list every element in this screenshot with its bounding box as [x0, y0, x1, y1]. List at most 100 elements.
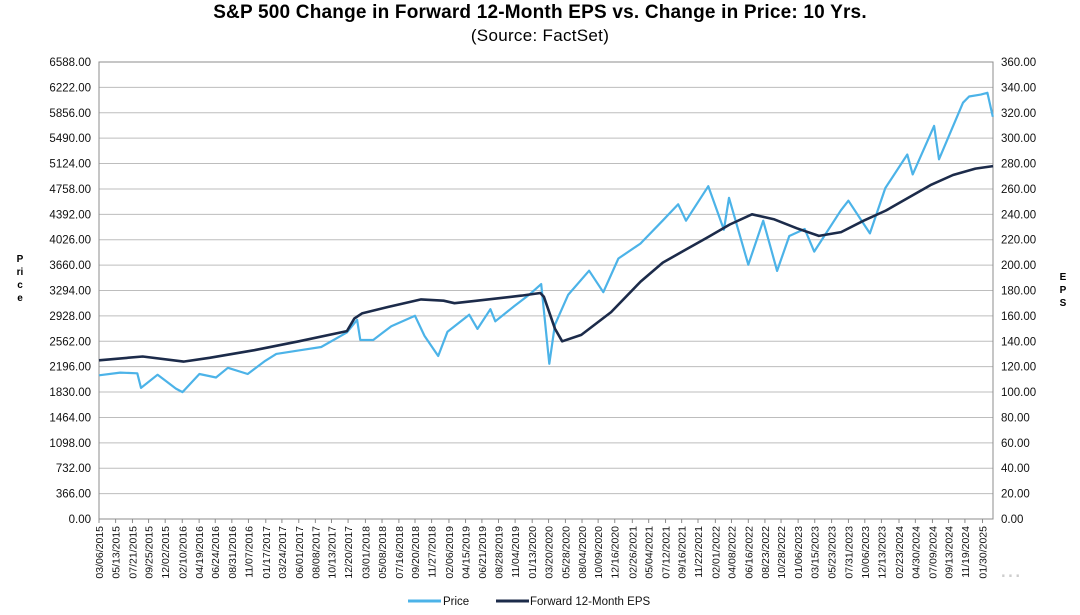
x-tick-label: 09/16/2021: [677, 526, 689, 579]
x-tick-label: 01/17/2017: [261, 526, 273, 579]
chart-title: S&P 500 Change in Forward 12-Month EPS v…: [213, 2, 867, 23]
x-tick-label: 01/30/2025: [977, 526, 989, 579]
y-right-tick-label: 260.00: [1001, 184, 1036, 196]
x-tick-label: 07/31/2023: [843, 526, 855, 579]
x-tick-label: 06/01/2017: [294, 526, 306, 579]
x-tick-label: 09/13/2024: [944, 526, 956, 579]
x-tick-label: 03/24/2017: [277, 526, 289, 579]
x-tick-label: 05/04/2021: [644, 526, 656, 579]
x-tick-label: 04/30/2024: [910, 526, 922, 579]
y-right-tick-label: 80.00: [1001, 412, 1030, 424]
x-tick-label: 10/09/2020: [593, 526, 605, 579]
y-right-tick-label: 180.00: [1001, 286, 1036, 298]
y-right-tick-label: 60.00: [1001, 438, 1030, 450]
series-line-forward-12-month-eps: [98, 164, 994, 363]
y-right-tick-label: 280.00: [1001, 159, 1036, 171]
chart-subtitle: (Source: FactSet): [470, 26, 610, 45]
y-right-tick-label: 320.00: [1001, 108, 1036, 120]
y-left-tick-label: 1098.00: [49, 438, 91, 450]
y-right-tick-label: 300.00: [1001, 133, 1036, 145]
x-tick-label: 03/01/2018: [360, 526, 372, 579]
x-tick-label: 02/23/2024: [894, 526, 906, 579]
legend-label: Price: [443, 596, 469, 608]
y-right-tick-label: 200.00: [1001, 260, 1036, 272]
y-left-tick-label: 4026.00: [49, 235, 91, 247]
y-right-tick-label: 40.00: [1001, 463, 1030, 475]
x-tick-label: 04/19/2016: [194, 526, 206, 579]
x-tick-label: 08/23/2022: [760, 526, 772, 579]
y-right-tick-label: 120.00: [1001, 362, 1036, 374]
y-left-tick-label: 366.00: [56, 489, 91, 501]
x-tick-label: 06/21/2019: [477, 526, 489, 579]
x-tick-label: 11/27/2018: [427, 526, 439, 578]
y-left-tick-label: 2928.00: [49, 311, 91, 323]
x-tick-label: 06/16/2022: [743, 526, 755, 579]
x-tick-label: 10/28/2022: [776, 526, 788, 579]
y-left-tick-label: 0.00: [69, 514, 91, 526]
y-left-tick-label: 6588.00: [49, 57, 91, 69]
watermark: ...: [1000, 556, 1022, 583]
x-tick-label: 09/25/2015: [144, 526, 156, 579]
x-tick-label: 11/19/2024: [960, 526, 972, 578]
y-left-tick-label: 2196.00: [49, 362, 91, 374]
x-tick-label: 06/24/2016: [210, 526, 222, 579]
y-right-tick-label: 160.00: [1001, 311, 1036, 323]
x-tick-label: 12/16/2020: [610, 526, 622, 579]
y-right-tick-label: 360.00: [1001, 57, 1036, 69]
x-tick-label: 10/06/2023: [860, 526, 872, 579]
x-tick-label: 12/02/2015: [160, 526, 172, 579]
x-tick-label: 10/13/2017: [326, 526, 338, 579]
x-tick-label: 11/07/2016: [243, 526, 255, 578]
y-left-tick-label: 4758.00: [49, 184, 91, 196]
y-right-tick-label: 140.00: [1001, 336, 1036, 348]
y-left-tick-label: 3294.00: [49, 286, 91, 298]
x-tick-label: 07/09/2024: [927, 526, 939, 579]
plot-area-frame: [98, 61, 994, 520]
y-left-tick-label: 1830.00: [49, 387, 91, 399]
y-axis-left-ticks: 0.00 366.00 732.00 1098.00 1464.00 1830.00 219…: [49, 57, 91, 526]
y-left-tick-label: 3660.00: [49, 260, 91, 272]
x-tick-label: 03/15/2023: [810, 526, 822, 579]
x-tick-label: 08/08/2017: [310, 526, 322, 579]
x-tick-label: 08/28/2019: [494, 526, 506, 579]
x-tick-label: 05/28/2020: [560, 526, 572, 579]
y-right-tick-label: 220.00: [1001, 235, 1036, 247]
x-tick-label: 11/22/2021: [693, 526, 705, 578]
y-left-tick-label: 2562.00: [49, 336, 91, 348]
y-axis-left-title: Price: [16, 254, 24, 304]
x-tick-label: 02/01/2022: [710, 526, 722, 579]
x-tick-label: 01/06/2023: [793, 526, 805, 579]
x-tick-label: 02/06/2019: [444, 526, 456, 579]
y-right-tick-label: 100.00: [1001, 387, 1036, 399]
x-tick-label: 01/13/2020: [527, 526, 539, 579]
y-right-tick-label: 340.00: [1001, 82, 1036, 94]
x-tick-label: 03/20/2020: [544, 526, 556, 579]
y-left-tick-label: 4392.00: [49, 209, 91, 221]
x-tick-label: 05/23/2023: [827, 526, 839, 579]
x-tick-label: 11/04/2019: [510, 526, 522, 578]
x-tick-label: 04/08/2022: [726, 526, 738, 579]
x-tick-label: 12/13/2023: [876, 526, 888, 579]
x-tick-label: 07/12/2021: [661, 526, 673, 579]
series-lines: [98, 91, 994, 394]
y-left-tick-label: 6222.00: [49, 82, 91, 94]
x-tick-label: 12/20/2017: [343, 526, 355, 579]
y-right-tick-label: 20.00: [1001, 489, 1030, 501]
x-tick-label: 05/08/2018: [377, 526, 389, 579]
legend-label: Forward 12-Month EPS: [530, 596, 650, 608]
x-tick-label: 09/20/2018: [410, 526, 422, 579]
x-tick-label: 03/06/2015: [94, 526, 106, 579]
y-left-tick-label: 5856.00: [49, 108, 91, 120]
y-left-tick-label: 732.00: [56, 463, 91, 475]
x-tick-label: 07/21/2015: [127, 526, 139, 579]
x-tick-label: 02/10/2016: [177, 526, 189, 579]
y-axis-right-title: EPS: [1059, 272, 1067, 309]
x-tick-label: 05/13/2015: [111, 526, 123, 579]
y-right-tick-label: 240.00: [1001, 209, 1036, 221]
x-axis-ticks: 03/06/2015 05/13/2015 07/21/2015 09/25/2015…: [94, 519, 989, 579]
legend: Price Forward 12-Month EPS: [408, 596, 650, 608]
y-left-tick-label: 5490.00: [49, 133, 91, 145]
y-left-tick-label: 1464.00: [49, 412, 91, 424]
x-tick-label: 02/26/2021: [627, 526, 639, 579]
